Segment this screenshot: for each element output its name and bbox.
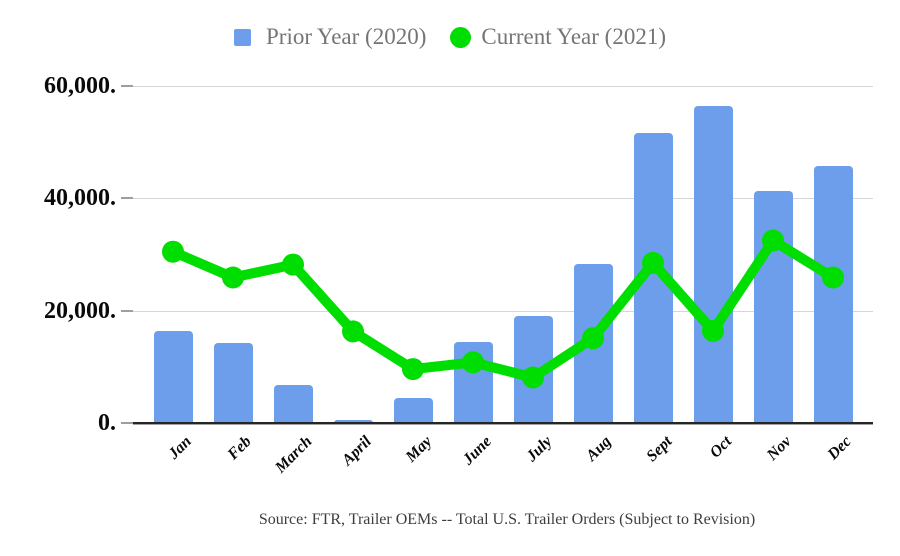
y-axis-tick (121, 422, 133, 424)
bar-feb (213, 343, 253, 423)
plot-area (133, 86, 873, 425)
point-feb (222, 266, 244, 289)
y-axis-label: 40,000. (44, 185, 116, 212)
x-axis-label-jan: Jan (165, 433, 196, 463)
x-axis-label-dec: Dec (824, 433, 856, 464)
x-axis-label-sept: Sept (642, 433, 676, 466)
chart-legend: Prior Year (2020) Current Year (2021) (0, 23, 900, 51)
point-june (462, 351, 484, 374)
bar-jan (153, 331, 193, 423)
x-axis-label-feb: Feb (224, 433, 256, 464)
point-oct (702, 319, 724, 342)
legend-circle-marker (450, 26, 472, 48)
gridline (133, 310, 873, 312)
x-axis-line (133, 422, 873, 425)
x-axis-label-march: March (271, 433, 316, 477)
bar-march (273, 385, 313, 423)
point-sept (642, 251, 664, 274)
point-dec (822, 266, 844, 289)
point-nov (762, 229, 784, 252)
x-axis-label-june: June (459, 433, 496, 469)
bar-may (393, 398, 433, 423)
bar-dec (813, 165, 853, 423)
x-axis-label-july: July (522, 433, 556, 466)
legend-label-current-year: Current Year (2021) (481, 24, 666, 49)
x-axis-label-nov: Nov (764, 433, 796, 464)
x-axis-label-aug: Aug (583, 433, 616, 465)
point-may (402, 358, 424, 381)
y-axis-label: 60,000. (44, 73, 116, 99)
bar-april (333, 419, 373, 423)
point-march (282, 253, 304, 276)
bar-oct (693, 106, 733, 423)
legend-item-prior-year: Prior Year (2020) (234, 24, 426, 50)
legend-square-marker (234, 28, 252, 46)
current-year-line (168, 235, 838, 383)
point-july (522, 366, 544, 389)
point-jan (162, 240, 184, 263)
y-axis-tick (121, 85, 133, 87)
x-axis-label-may: May (402, 433, 436, 466)
x-axis: Jan Feb March April May June July Aug Sept Oct Nov… (133, 433, 873, 493)
current-year-line-layer (162, 229, 844, 389)
legend-item-current-year: Current Year (2021) (450, 24, 666, 50)
gridline (133, 86, 873, 87)
point-aug (582, 327, 604, 350)
y-axis-label: 0. (98, 410, 116, 436)
source-caption: Source: FTR, Trailer OEMs -- Total U.S. … (258, 511, 756, 528)
x-axis-label-oct: Oct (706, 433, 736, 462)
legend-label-prior-year: Prior Year (2020) (266, 24, 427, 49)
x-axis-label-april: April (339, 433, 376, 469)
y-axis-tick (121, 197, 133, 200)
point-april (342, 320, 364, 343)
gridline (133, 198, 873, 200)
y-axis-tick (121, 309, 133, 312)
y-axis-label: 20,000. (44, 297, 116, 324)
